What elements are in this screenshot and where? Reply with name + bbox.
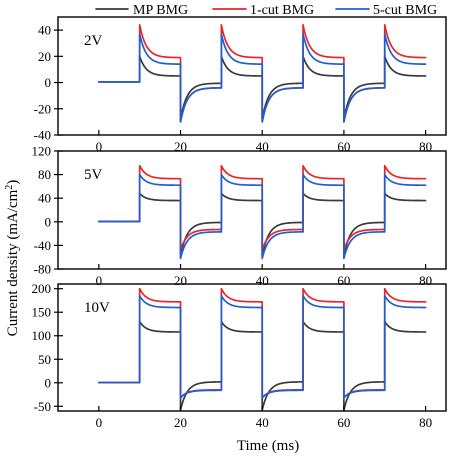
x-tick-label: 0 [96, 139, 103, 154]
y-tick-label: 0 [45, 75, 52, 90]
x-tick-label: 20 [174, 273, 187, 288]
y-axis-title-end: ) [5, 180, 21, 185]
y-axis-2v: -40 -20 0 20 40 [34, 23, 63, 143]
series-1-cut-bmg-5v [97, 164, 427, 251]
legend-entry-5-cut-bmg: 5-cut BMG [335, 3, 437, 18]
y-tick-label: 50 [38, 352, 51, 367]
y-tick-label: 200 [32, 281, 52, 296]
legend-label-mp-bmg: MP BMG [133, 3, 188, 18]
traces-2v [97, 24, 427, 123]
x-tick-label: 80 [419, 139, 432, 154]
x-tick-label: 80 [419, 415, 432, 430]
legend-entry-1-cut-bmg: 1-cut BMG [212, 3, 314, 18]
traces-5v [97, 164, 427, 260]
panel-label-10v: 10V [84, 300, 110, 316]
y-tick-label: -20 [34, 101, 51, 116]
y-tick-label: -50 [34, 399, 51, 414]
series-5-cut-bmg-2v [97, 33, 427, 123]
x-tick-label: 60 [337, 273, 350, 288]
plot-frame-2v [57, 16, 447, 136]
panel-label-5v: 5V [84, 167, 103, 183]
panel-5v: -80 -40 0 40 80 120 0 20 40 60 80 5V [32, 144, 447, 288]
x-axis-10v: 0 20 40 60 80 [96, 406, 432, 430]
y-tick-label: -80 [34, 262, 51, 277]
y-tick-label: 100 [32, 328, 52, 343]
y-tick-label: 120 [32, 144, 52, 159]
y-tick-label: 0 [45, 214, 52, 229]
y-tick-label: -40 [34, 128, 51, 143]
legend: MP BMG 1-cut BMG 5-cut BMG [95, 3, 437, 18]
traces-10v [97, 287, 427, 411]
plot-frame-5v [57, 150, 447, 270]
x-tick-label: 60 [337, 139, 350, 154]
x-axis-title: Time (ms) [237, 438, 299, 454]
y-axis-title-main: Current density (mA/cm [5, 189, 21, 336]
y-tick-label: 80 [38, 167, 51, 182]
x-tick-label: 80 [419, 273, 432, 288]
y-tick-label: 150 [32, 305, 52, 320]
x-tick-label: 60 [337, 415, 350, 430]
y-tick-label: 40 [38, 191, 51, 206]
y-axis-10v: -50 0 50 100 150 200 [32, 281, 63, 414]
x-tick-label: 0 [96, 415, 103, 430]
y-tick-label: 20 [38, 49, 51, 64]
series-mp-bmg-10v [97, 320, 427, 411]
x-tick-label: 20 [174, 415, 187, 430]
y-axis-5v: -80 -40 0 40 80 120 [32, 144, 63, 277]
y-tick-label: -40 [34, 238, 51, 253]
series-5-cut-bmg-5v [97, 173, 427, 260]
x-axis-2v: 0 20 40 60 80 [96, 130, 432, 154]
plot-frame-10v [57, 283, 447, 412]
series-mp-bmg-2v [97, 55, 427, 121]
panels: -40 -20 0 20 40 0 20 40 60 80 2V -80 -40 0 40 80 120 0 20 4… [32, 16, 447, 430]
y-axis-title-superscript: 2 [4, 185, 15, 190]
y-tick-label: 0 [45, 375, 52, 390]
legend-label-1-cut-bmg: 1-cut BMG [250, 3, 314, 18]
legend-label-5-cut-bmg: 5-cut BMG [373, 3, 437, 18]
x-tick-label: 40 [256, 415, 269, 430]
x-tick-label: 20 [174, 139, 187, 154]
legend-entry-mp-bmg: MP BMG [95, 3, 188, 18]
panel-label-2v: 2V [84, 33, 103, 49]
panel-10v: -50 0 50 100 150 200 0 20 40 60 80 10V [32, 281, 447, 430]
x-tick-label: 40 [256, 139, 269, 154]
panel-2v: -40 -20 0 20 40 0 20 40 60 80 2V [34, 16, 447, 154]
y-axis-title: Current density (mA/cm2) [4, 180, 21, 337]
y-tick-label: 40 [38, 23, 51, 38]
x-tick-label: 0 [96, 273, 103, 288]
x-tick-label: 40 [256, 273, 269, 288]
series-5-cut-bmg-10v [97, 294, 427, 399]
